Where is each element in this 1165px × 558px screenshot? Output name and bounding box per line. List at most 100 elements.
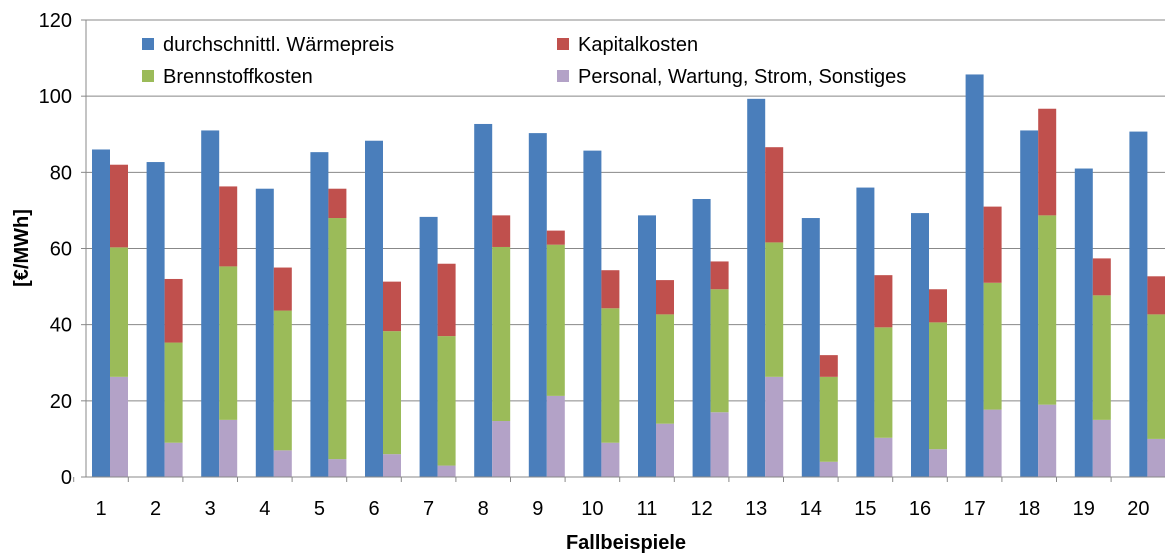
x-tick-label: 2 [150,498,161,520]
bar-personal-wartung-strom-sonstiges-16 [929,449,947,477]
bar-kapitalkosten-4 [273,267,292,311]
bar-kapitalkosten-9 [546,230,565,245]
bar-personal-wartung-strom-sonstiges-18 [1038,404,1057,477]
bar-brennstoffkosten-19 [1092,295,1111,420]
bar-brennstoffkosten-15 [874,327,893,438]
bar-durchschnittl-wärmepreis-2 [146,162,165,477]
bar-kapitalkosten-20 [1147,276,1165,315]
bar-durchschnittl-wärmepreis-16 [911,213,929,477]
bar-personal-wartung-strom-sonstiges-9 [546,395,565,477]
bar-personal-wartung-strom-sonstiges-10 [601,442,620,477]
y-tick-label: 120 [39,10,72,32]
axes [73,19,1165,482]
bar-brennstoffkosten-5 [328,218,347,460]
bar-durchschnittl-wärmepreis-8 [474,123,493,477]
bar-brennstoffkosten-13 [765,242,784,377]
bar-kapitalkosten-11 [656,280,674,315]
bar-kapitalkosten-7 [437,263,456,337]
legend-swatch [142,70,154,82]
x-tick-label: 12 [690,498,712,520]
bar-kapitalkosten-17 [983,206,1002,283]
bar-durchschnittl-wärmepreis-6 [365,140,383,477]
bar-kapitalkosten-5 [328,188,347,219]
bar-durchschnittl-wärmepreis-14 [801,218,820,478]
bar-brennstoffkosten-8 [492,246,511,422]
bar-brennstoffkosten-2 [164,342,183,443]
x-tick-label: 20 [1127,498,1149,520]
x-tick-label: 11 [637,498,658,520]
bar-kapitalkosten-2 [164,278,183,343]
x-tick-label: 3 [205,498,216,520]
bar-kapitalkosten-16 [929,289,947,323]
bar-brennstoffkosten-10 [601,308,620,443]
x-axis-title: Fallbeispiele [566,532,686,554]
x-tick-label: 14 [800,498,822,520]
bar-personal-wartung-strom-sonstiges-4 [273,450,292,477]
bar-personal-wartung-strom-sonstiges-13 [765,376,784,477]
bar-brennstoffkosten-4 [273,310,292,451]
y-tick-label: 80 [50,162,72,184]
bar-personal-wartung-strom-sonstiges-3 [219,419,238,477]
bar-durchschnittl-wärmepreis-1 [92,149,110,477]
bar-personal-wartung-strom-sonstiges-14 [819,461,838,477]
legend-swatch [557,38,569,50]
x-tick-label: 8 [478,498,489,520]
bar-personal-wartung-strom-sonstiges-1 [110,376,128,477]
bar-brennstoffkosten-17 [983,282,1002,410]
y-tick-label: 20 [50,391,72,413]
x-tick-label: 6 [368,498,379,520]
bar-kapitalkosten-1 [110,164,128,248]
legend-swatch [557,70,569,82]
bar-personal-wartung-strom-sonstiges-7 [437,465,456,477]
bar-durchschnittl-wärmepreis-13 [747,98,766,478]
bar-kapitalkosten-15 [874,275,893,328]
bar-kapitalkosten-6 [383,281,401,332]
bar-kapitalkosten-10 [601,270,620,309]
bar-brennstoffkosten-12 [710,289,729,413]
legend-label: Personal, Wartung, Strom, Sonstiges [578,66,906,88]
bar-brennstoffkosten-20 [1147,314,1165,439]
bar-brennstoffkosten-14 [819,376,838,462]
bar-kapitalkosten-19 [1092,258,1111,296]
bar-brennstoffkosten-3 [219,266,238,420]
bar-personal-wartung-strom-sonstiges-12 [710,412,729,477]
bar-brennstoffkosten-1 [110,247,128,377]
x-tick-label: 7 [423,498,434,520]
bar-durchschnittl-wärmepreis-19 [1074,168,1093,477]
legend-label: Kapitalkosten [578,34,698,56]
y-axis-title: [€/MWh] [11,209,33,287]
bar-kapitalkosten-14 [819,355,838,377]
x-tick-label: 13 [745,498,767,520]
bar-durchschnittl-wärmepreis-3 [201,130,220,478]
bar-personal-wartung-strom-sonstiges-6 [383,454,401,477]
bar-durchschnittl-wärmepreis-5 [310,152,329,477]
y-tick-labels: 0 20 40 60 80 100 120 [39,10,72,489]
bar-durchschnittl-wärmepreis-10 [583,150,602,477]
bars [92,74,1165,478]
bar-brennstoffkosten-18 [1038,215,1057,405]
bar-durchschnittl-wärmepreis-4 [255,188,274,477]
bar-durchschnittl-wärmepreis-17 [965,74,984,477]
bar-personal-wartung-strom-sonstiges-5 [328,459,347,477]
bar-personal-wartung-strom-sonstiges-15 [874,437,893,477]
x-tick-label: 17 [963,498,985,520]
bar-personal-wartung-strom-sonstiges-8 [492,421,511,477]
bar-brennstoffkosten-6 [383,331,401,455]
legend-label: durchschnittl. Wärmepreis [163,34,394,56]
bar-personal-wartung-strom-sonstiges-20 [1147,438,1165,477]
bar-brennstoffkosten-11 [656,314,674,424]
legend-label: Brennstoffkosten [163,66,313,88]
bar-personal-wartung-strom-sonstiges-17 [983,409,1002,477]
x-tick-label: 19 [1073,498,1095,520]
bar-personal-wartung-strom-sonstiges-11 [656,423,674,477]
y-tick-label: 0 [61,467,72,489]
bar-durchschnittl-wärmepreis-12 [692,198,711,477]
x-tick-label: 18 [1018,498,1040,520]
bar-kapitalkosten-13 [765,147,784,243]
x-tick-label: 15 [854,498,876,520]
x-tick-label: 1 [95,498,106,520]
bar-kapitalkosten-8 [492,215,511,247]
bar-durchschnittl-wärmepreis-18 [1020,130,1039,478]
